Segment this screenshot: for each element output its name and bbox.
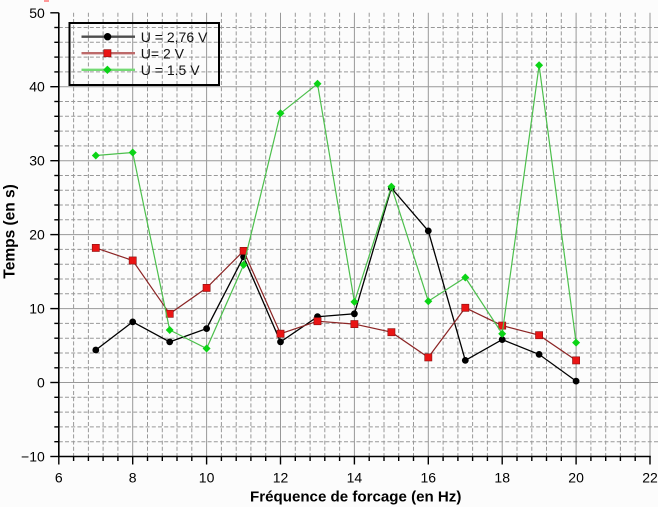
svg-text:U = 1.5 V: U = 1.5 V (141, 62, 200, 78)
svg-text:14: 14 (347, 470, 363, 486)
svg-text:20: 20 (568, 470, 584, 486)
svg-text:50: 50 (29, 5, 45, 21)
svg-text:−10: −10 (21, 449, 45, 465)
svg-text:22: 22 (642, 470, 658, 486)
svg-text:U= 2 V: U= 2 V (141, 45, 185, 61)
svg-text:6: 6 (55, 470, 63, 486)
svg-text:8: 8 (129, 470, 137, 486)
svg-text:16: 16 (421, 470, 437, 486)
svg-text:10: 10 (199, 470, 215, 486)
svg-text:Fréquence de forcage (en Hz): Fréquence de forcage (en Hz) (250, 489, 461, 506)
svg-text:30: 30 (29, 153, 45, 169)
svg-text:U = 2,76 V: U = 2,76 V (141, 29, 208, 45)
svg-text:Temps (en s): Temps (en s) (1, 184, 18, 278)
svg-text:18: 18 (494, 470, 510, 486)
svg-text:40: 40 (29, 79, 45, 95)
svg-text:0: 0 (37, 375, 45, 391)
svg-text:20: 20 (29, 227, 45, 243)
svg-text:12: 12 (273, 470, 289, 486)
svg-text:10: 10 (29, 301, 45, 317)
